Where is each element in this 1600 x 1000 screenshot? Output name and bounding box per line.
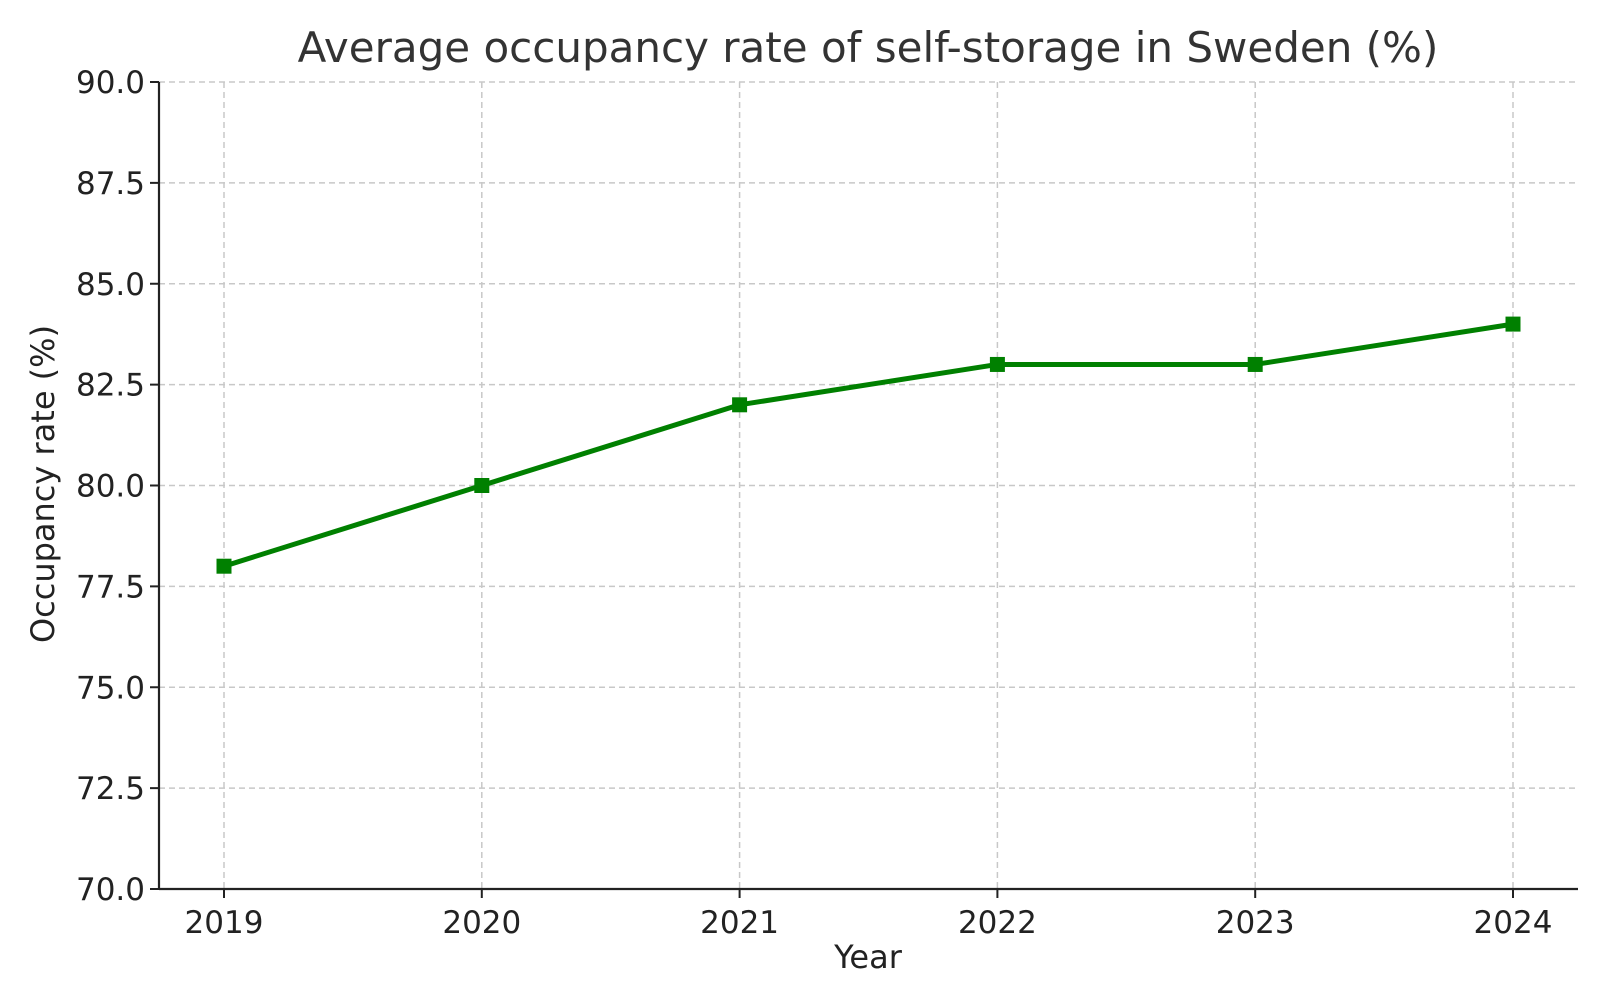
x-tick-label: 2020	[442, 905, 521, 941]
tick-labels: 70.0 72.5 75.0 77.5 80.0 82.5 85.0 87.5 90.0 2019…	[76, 65, 1552, 941]
y-tick-label: 87.5	[76, 166, 145, 202]
axes	[150, 81, 1578, 898]
x-tick-label: 2022	[958, 905, 1037, 941]
y-axis-label: Occupancy rate (%)	[24, 325, 62, 643]
data-point-marker	[474, 478, 490, 493]
y-tick-label: 70.0	[76, 872, 145, 908]
y-tick-label: 80.0	[76, 469, 145, 505]
x-tick-label: 2021	[700, 905, 779, 941]
y-tick-label: 90.0	[76, 65, 145, 101]
series-line	[223, 321, 1514, 569]
chart-title: Average occupancy rate of self-storage i…	[298, 23, 1439, 72]
grid	[159, 81, 1578, 890]
data-point-marker	[216, 558, 232, 574]
x-tick-label: 2023	[1216, 905, 1295, 941]
x-axis-label: Year	[833, 938, 903, 976]
y-tick-label: 82.5	[76, 368, 145, 404]
data-point-marker	[989, 356, 1005, 372]
y-tick-label: 77.5	[76, 569, 145, 605]
data-point-marker	[1505, 316, 1521, 332]
x-tick-label: 2024	[1474, 905, 1553, 941]
series	[216, 316, 1521, 574]
y-tick-label: 75.0	[76, 670, 145, 706]
y-tick-label: 72.5	[76, 771, 145, 807]
y-tick-label: 85.0	[76, 267, 145, 303]
data-point-marker	[732, 397, 748, 413]
x-tick-label: 2019	[185, 905, 264, 941]
data-point-marker	[1247, 356, 1263, 372]
